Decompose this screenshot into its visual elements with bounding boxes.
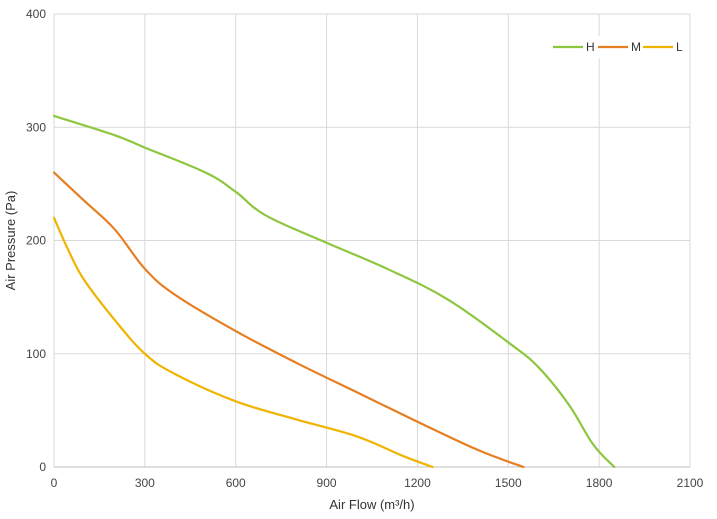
x-tick-labels: 0 300 600 900 1200 1500 1800 2100: [51, 476, 704, 490]
y-axis-label: Air Pressure (Pa): [3, 191, 18, 291]
y-tick-label: 200: [26, 234, 46, 248]
y-tick-label: 0: [39, 460, 46, 474]
legend-label-h: H: [586, 40, 595, 54]
x-axis-label: Air Flow (m³/h): [329, 497, 414, 512]
x-tick-label: 600: [226, 476, 246, 490]
legend-label-l: L: [676, 40, 683, 54]
x-tick-label: 0: [51, 476, 58, 490]
x-tick-label: 1200: [404, 476, 431, 490]
series-line-m: [52, 171, 525, 469]
legend-label-m: M: [631, 40, 641, 54]
x-tick-label: 1800: [586, 476, 613, 490]
series-lines: [52, 114, 616, 469]
y-tick-label: 400: [26, 7, 46, 21]
x-tick-label: 2100: [677, 476, 704, 490]
x-tick-label: 300: [135, 476, 155, 490]
series-line-l: [52, 216, 434, 469]
x-tick-label: 1500: [495, 476, 522, 490]
y-tick-label: 100: [26, 347, 46, 361]
x-tick-label: 900: [317, 476, 337, 490]
y-tick-labels: 0 100 200 300 400: [26, 7, 46, 474]
y-tick-label: 300: [26, 120, 46, 134]
series-line-h: [52, 114, 616, 469]
